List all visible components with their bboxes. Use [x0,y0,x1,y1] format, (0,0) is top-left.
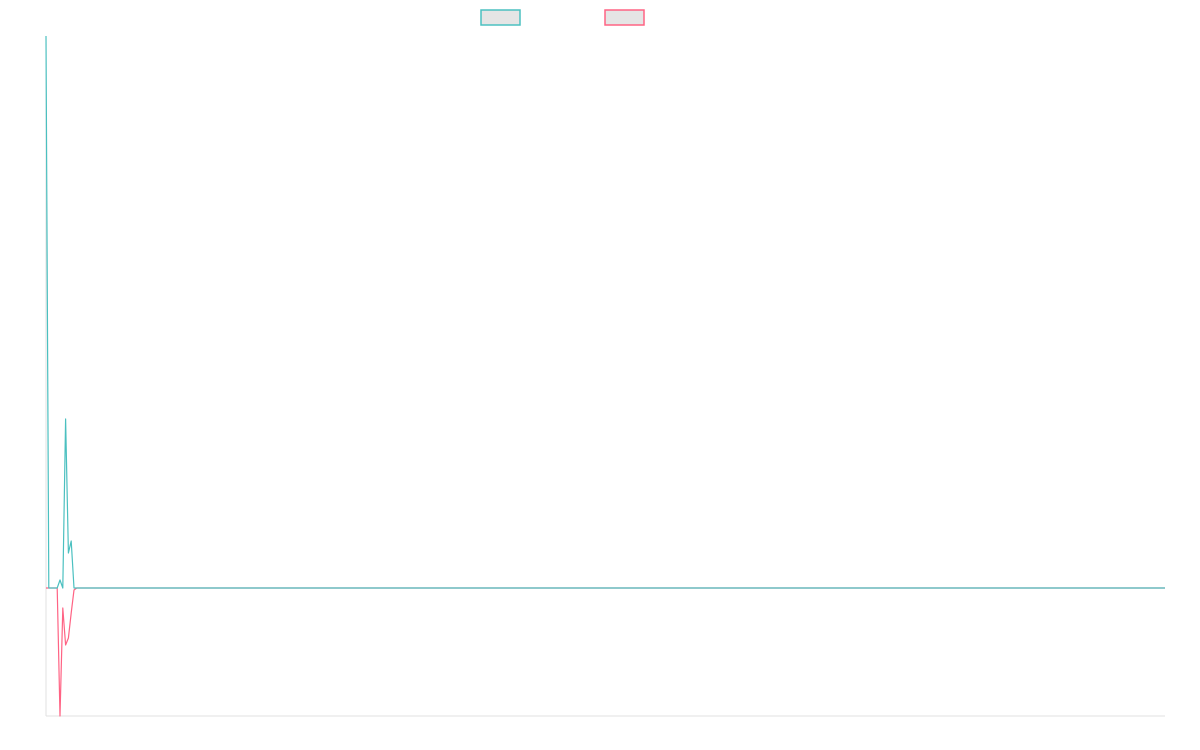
legend-swatch-1[interactable] [480,9,521,26]
series-line-2 [46,587,1165,717]
legend [480,9,645,26]
series-group [45,35,1165,717]
series-line-1 [45,35,1165,589]
legend-swatch-2[interactable] [604,9,645,26]
